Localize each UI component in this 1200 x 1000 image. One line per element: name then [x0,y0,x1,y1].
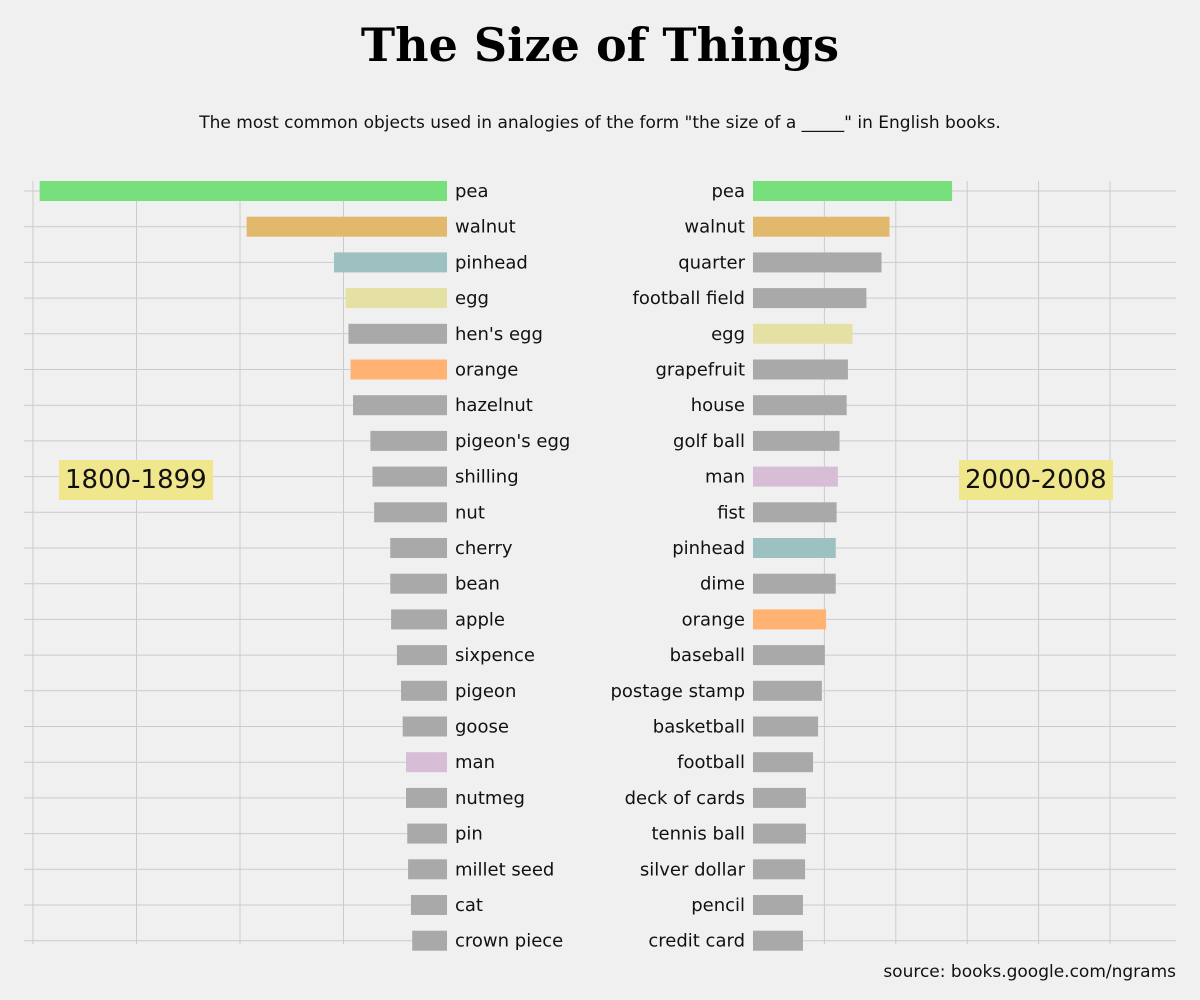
category-label-right-fist: fist [717,502,745,523]
bar-right-silver-dollar [753,859,806,880]
bar-left-bean [390,573,447,594]
category-label-right-credit-card: credit card [648,931,745,952]
category-label-left-man: man [455,752,495,773]
category-label-left-hazelnut: hazelnut [455,395,533,416]
category-label-left-shilling: shilling [455,467,519,488]
bar-left-egg [345,288,447,309]
category-label-left-walnut: walnut [455,217,516,238]
category-label-right-baseball: baseball [670,645,745,666]
category-label-right-orange: orange [682,609,745,630]
category-label-right-pea: pea [711,181,745,202]
category-label-left-nutmeg: nutmeg [455,788,525,809]
bar-left-pin [407,823,447,844]
bar-left-sixpence [396,645,447,666]
left-chart-1800-1899: pea walnut pinhead egg hen's egg orange hazeln… [24,181,570,952]
bar-right-baseball [753,645,825,666]
category-label-left-millet-seed: millet seed [455,859,554,880]
bar-right-house [753,395,847,416]
category-label-left-pinhead: pinhead [455,252,528,273]
bar-right-orange [753,609,827,630]
category-label-right-dime: dime [700,574,745,595]
bar-left-cat [410,895,447,915]
category-label-left-cat: cat [455,895,483,916]
source-note: source: books.google.com/ngrams [883,962,1176,982]
category-label-right-pencil: pencil [691,895,745,916]
bar-left-shilling [372,466,447,487]
bar-left-pinhead [333,252,447,273]
category-label-right-quarter: quarter [678,252,745,273]
category-label-right-basketball: basketball [653,717,745,738]
category-label-left-nut: nut [455,502,485,523]
chart-subtitle: The most common objects used in analogie… [199,113,1001,133]
category-label-right-house: house [691,395,745,416]
category-label-left-egg: egg [455,288,489,309]
bar-right-grapefruit [753,359,848,380]
bar-left-walnut [246,216,447,237]
category-label-right-football: football [677,752,745,773]
bar-right-fist [753,502,837,523]
bar-left-nut [374,502,447,523]
period-label-left: 1800-1899 [59,460,213,500]
category-label-left-sixpence: sixpence [455,645,535,666]
bar-right-quarter [753,252,882,273]
bar-left-nutmeg [406,787,447,808]
bar-left-crown-piece [412,930,447,951]
bar-right-pencil [753,895,803,915]
bar-left-hazelnut [353,395,447,416]
category-label-left-hen-s-egg: hen's egg [455,324,543,345]
bar-right-postage-stamp [753,680,822,701]
bar-left-goose [402,716,447,737]
category-label-right-walnut: walnut [684,217,745,238]
bar-right-pinhead [753,538,836,558]
bar-right-dime [753,573,836,594]
bar-right-man [753,466,838,487]
category-label-left-bean: bean [455,574,500,595]
category-label-left-apple: apple [455,609,505,630]
bar-right-basketball [753,716,819,737]
category-label-left-crown-piece: crown piece [455,931,563,952]
category-label-left-cherry: cherry [455,538,513,559]
bar-right-football [753,752,814,773]
category-label-left-pigeon: pigeon [455,681,516,702]
bar-right-football-field [753,288,867,309]
bar-left-pigeon-s-egg [370,430,447,451]
bar-left-apple [391,609,447,630]
category-label-right-tennis-ball: tennis ball [651,824,745,845]
bar-right-pea [753,181,953,201]
right-chart-2000-2008: pea walnut quarter football field egg grapefr… [610,181,1176,952]
bar-right-golf-ball [753,430,840,451]
chart-title: The Size of Things [360,18,840,72]
category-label-right-pinhead: pinhead [672,538,745,559]
category-label-left-pea: pea [455,181,489,202]
category-label-left-pigeon-s-egg: pigeon's egg [455,431,570,452]
category-label-right-grapefruit: grapefruit [655,360,745,381]
category-label-right-postage-stamp: postage stamp [610,681,745,702]
category-label-left-goose: goose [455,717,509,738]
bar-right-credit-card [753,930,803,951]
bar-left-pigeon [401,680,447,701]
bar-right-walnut [753,216,890,237]
bar-left-millet-seed [408,859,447,880]
category-label-right-silver-dollar: silver dollar [640,859,746,880]
category-label-right-golf-ball: golf ball [673,431,745,452]
period-label-right: 2000-2008 [959,460,1113,500]
category-label-left-orange: orange [455,360,518,381]
bar-left-man [406,752,447,773]
category-label-left-pin: pin [455,824,483,845]
category-label-right-football-field: football field [633,288,745,309]
bar-right-egg [753,323,853,344]
bar-left-pea [39,181,448,201]
category-label-right-deck-of-cards: deck of cards [625,788,745,809]
bar-right-tennis-ball [753,823,806,844]
bar-right-deck-of-cards [753,787,806,808]
bar-left-cherry [390,538,447,558]
category-label-right-egg: egg [711,324,745,345]
bar-left-orange [350,359,447,380]
category-label-right-man: man [705,467,745,488]
bar-left-hen-s-egg [348,323,447,344]
